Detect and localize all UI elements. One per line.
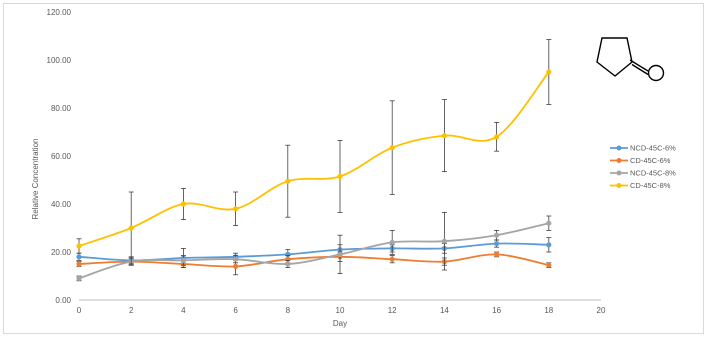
y-tick-label: 0.00 — [55, 296, 71, 305]
data-point — [389, 239, 395, 245]
legend-label: CD-45C-6% — [630, 156, 671, 165]
data-point — [494, 241, 500, 247]
legend-marker — [616, 170, 622, 176]
data-point — [546, 262, 552, 268]
x-tick-label: 8 — [286, 306, 291, 315]
data-point — [180, 201, 186, 207]
series-line — [78, 71, 550, 247]
legend-marker — [616, 183, 622, 188]
x-tick-label: 10 — [336, 306, 345, 315]
series-2 — [76, 211, 552, 282]
y-tick-label: 20.00 — [51, 248, 72, 257]
data-point — [233, 263, 239, 269]
data-point — [76, 243, 82, 249]
data-point — [494, 251, 500, 257]
data-point — [337, 251, 343, 257]
y-tick-label: 100.00 — [47, 56, 72, 65]
series-layer — [76, 39, 552, 282]
chart-frame — [3, 3, 704, 334]
legend-marker — [616, 145, 622, 151]
data-point — [441, 133, 447, 139]
data-point — [285, 178, 291, 184]
data-point — [76, 261, 82, 267]
y-tick-label: 120.00 — [47, 8, 72, 17]
legend-label: CD-45C-8% — [630, 181, 671, 190]
data-point — [128, 225, 134, 231]
x-axis-title: Day — [333, 319, 347, 328]
data-point — [546, 69, 552, 75]
data-point — [233, 206, 239, 212]
data-point — [180, 257, 186, 263]
x-tick-label: 0 — [77, 306, 82, 315]
series-3 — [76, 39, 552, 265]
x-tick-label: 2 — [129, 306, 134, 315]
x-axis-ticks: 0 2 4 6 8 10 12 14 16 18 20 — [77, 306, 606, 315]
legend-label: NCD-45C-6% — [630, 144, 676, 153]
data-point — [389, 256, 395, 262]
x-tick-label: 4 — [181, 306, 186, 315]
y-axis-title: Relative Concentration — [31, 139, 40, 220]
x-tick-label: 16 — [492, 306, 501, 315]
series-1 — [76, 251, 552, 276]
gamma-butyrolactone-structure — [596, 37, 665, 82]
x-tick-label: 14 — [440, 306, 449, 315]
data-point — [233, 256, 239, 262]
data-point — [494, 134, 500, 140]
legend-marker — [616, 158, 622, 163]
data-point — [546, 242, 552, 248]
data-point — [76, 275, 82, 281]
legend: NCD-45C-6% CD-45C-6% NCD-45C-8% CD-45C-8% — [610, 144, 676, 190]
series-line — [78, 253, 549, 268]
y-tick-label: 60.00 — [51, 152, 72, 161]
y-tick-label: 40.00 — [51, 200, 72, 209]
y-tick-label: 80.00 — [51, 104, 72, 113]
series-line — [78, 222, 550, 280]
legend-label: NCD-45C-8% — [630, 169, 676, 178]
x-tick-label: 20 — [597, 306, 606, 315]
data-point — [494, 232, 500, 238]
data-point — [389, 145, 395, 151]
data-point — [76, 254, 82, 260]
data-point — [285, 261, 291, 267]
data-point — [337, 173, 343, 179]
x-tick-label: 12 — [388, 306, 397, 315]
x-tick-label: 18 — [544, 306, 553, 315]
data-point — [546, 220, 552, 226]
y-axis-ticks: 0.00 20.00 40.00 60.00 80.00 100.00 120.00 — [47, 8, 72, 305]
x-tick-label: 6 — [233, 306, 238, 315]
data-point — [441, 238, 447, 244]
series-0 — [76, 237, 552, 269]
